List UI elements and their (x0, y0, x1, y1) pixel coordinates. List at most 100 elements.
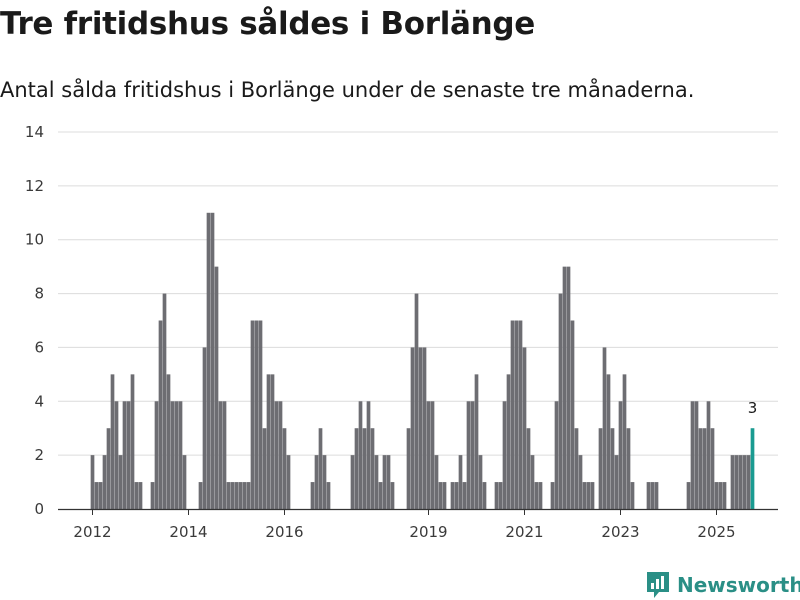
chart-title: Tre fritidshus såldes i Borlänge (0, 6, 536, 42)
bar (566, 266, 571, 509)
bar (430, 401, 435, 509)
bar (474, 374, 479, 509)
bar (530, 455, 535, 509)
x-tick-label: 2021 (505, 523, 543, 541)
bar (234, 482, 239, 509)
bar (166, 374, 171, 509)
bar (710, 428, 715, 509)
bar (442, 482, 447, 509)
bar (414, 293, 419, 509)
bar (370, 428, 375, 509)
bar (570, 320, 575, 509)
bar (386, 455, 391, 509)
bar (626, 428, 631, 509)
brand-logo: Newsworthy (645, 570, 800, 600)
bar (706, 401, 711, 509)
bar (734, 455, 739, 509)
bar (138, 482, 143, 509)
bar (746, 455, 751, 509)
bar (286, 455, 291, 509)
bar (738, 455, 743, 509)
bar (478, 455, 483, 509)
bar (518, 320, 523, 509)
bar (350, 455, 355, 509)
bar (122, 401, 127, 509)
bar (598, 428, 603, 509)
bar (182, 455, 187, 509)
bar (250, 320, 255, 509)
bar (718, 482, 723, 509)
bar (686, 482, 691, 509)
bar (158, 320, 163, 509)
bar (170, 401, 175, 509)
bar (538, 482, 543, 509)
bar (382, 455, 387, 509)
bar (622, 374, 627, 509)
bar (406, 428, 411, 509)
bar (318, 428, 323, 509)
bar (278, 401, 283, 509)
y-axis-ticks: 0 2 4 6 8 10 12 14 (25, 123, 44, 518)
x-tick-label: 2025 (697, 523, 735, 541)
x-tick-label: 2019 (409, 523, 447, 541)
x-tick-label: 2014 (169, 523, 207, 541)
bar (218, 401, 223, 509)
bar (126, 401, 131, 509)
bar (238, 482, 243, 509)
bar (722, 482, 727, 509)
bar (522, 347, 527, 509)
bar (730, 455, 735, 509)
bar (374, 455, 379, 509)
bar (502, 401, 507, 509)
bar (378, 482, 383, 509)
bar (494, 482, 499, 509)
bar (602, 347, 607, 509)
bar (262, 428, 267, 509)
bar (714, 482, 719, 509)
bar (618, 401, 623, 509)
bar (198, 482, 203, 509)
bar (354, 428, 359, 509)
x-tick-label: 2023 (601, 523, 639, 541)
bar (94, 482, 99, 509)
bar (178, 401, 183, 509)
y-tick-label: 2 (34, 446, 44, 464)
bar (162, 293, 167, 509)
bar (410, 347, 415, 509)
bar (322, 455, 327, 509)
bar (258, 320, 263, 509)
bar (610, 428, 615, 509)
x-axis-ticks: 2012 2014 2016 2019 2021 2023 2025 (73, 509, 736, 541)
bar (462, 482, 467, 509)
bar (578, 455, 583, 509)
bar (550, 482, 555, 509)
bar (418, 347, 423, 509)
bar (214, 266, 219, 509)
bar (434, 455, 439, 509)
bar (366, 401, 371, 509)
chart-subtitle: Antal sålda fritidshus i Borlänge under … (0, 78, 695, 102)
y-tick-label: 4 (34, 392, 44, 410)
bar (206, 212, 211, 510)
x-tick-label: 2012 (73, 523, 111, 541)
bar (102, 455, 107, 509)
bar (114, 401, 119, 509)
bar (614, 455, 619, 509)
bar (654, 482, 659, 509)
bar (606, 374, 611, 509)
y-tick-label: 14 (25, 123, 44, 141)
bar (582, 482, 587, 509)
bar (438, 482, 443, 509)
bar (702, 428, 707, 509)
bar (470, 401, 475, 509)
bar (174, 401, 179, 509)
annotations: 3 (748, 399, 758, 417)
bar (118, 455, 123, 509)
bar (274, 401, 279, 509)
bar (310, 482, 315, 509)
bar (690, 401, 695, 509)
y-tick-label: 0 (34, 500, 44, 518)
bar (282, 428, 287, 509)
bar (482, 482, 487, 509)
